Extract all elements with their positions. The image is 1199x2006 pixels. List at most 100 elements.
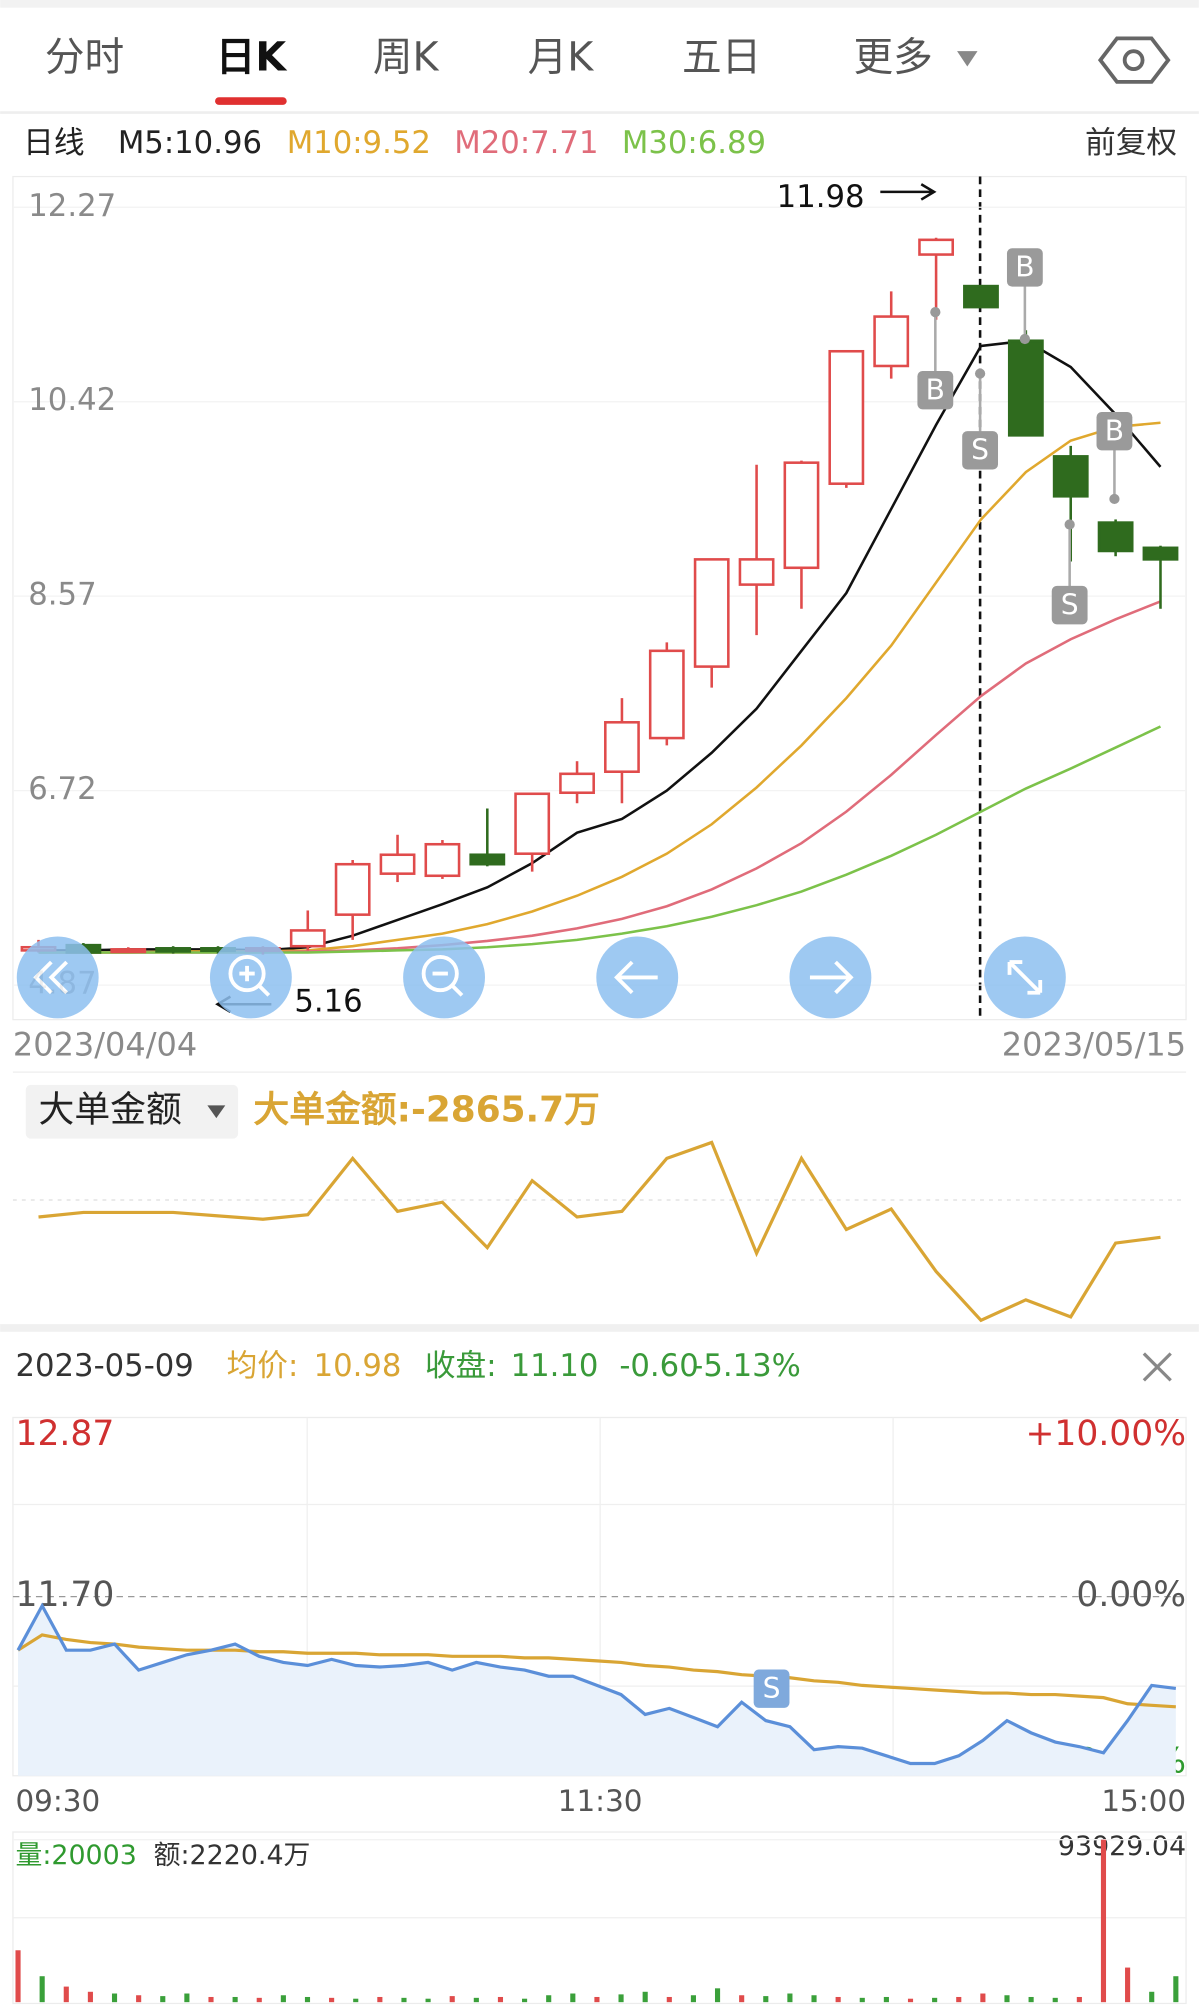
volume-bar — [425, 1998, 431, 2003]
tab[interactable]: 月K — [528, 35, 595, 81]
candle-body — [693, 558, 730, 668]
trade-dot — [1064, 519, 1075, 530]
close-icon[interactable] — [1142, 1352, 1172, 1382]
period-label: 日线 — [23, 126, 84, 161]
trade-dot — [930, 307, 941, 318]
tab[interactable]: 分时 — [45, 35, 124, 81]
volume-bar — [883, 1996, 889, 2003]
candle-body — [604, 721, 640, 773]
candle-body — [873, 315, 910, 368]
flow-line — [38, 1140, 1161, 1323]
candle-body — [1097, 521, 1134, 553]
volume-bar — [1076, 1996, 1082, 2003]
settings-icon[interactable] — [1097, 36, 1171, 84]
ma-legend: M20:7.71 — [454, 126, 598, 161]
avg-label: 均价: — [227, 1349, 299, 1384]
volume-bar — [449, 1996, 455, 2003]
volume-bar — [1125, 1967, 1131, 2003]
volume-bar — [280, 1995, 286, 2003]
volume-bar — [232, 1996, 238, 2003]
volume-bar — [329, 1997, 335, 2003]
candle-body — [963, 284, 999, 309]
trade-dot — [1109, 493, 1120, 505]
candle-body — [828, 349, 865, 485]
adjust-label: 前复权 — [1085, 126, 1177, 161]
volume-bar — [835, 1996, 841, 2003]
volume-bar — [1100, 1839, 1107, 2003]
tab[interactable]: 周K — [373, 35, 440, 81]
volume-max: 93929.04 — [1058, 1831, 1186, 1862]
volume-label: 量:20003 — [15, 1840, 136, 1871]
volume-bar — [980, 1993, 986, 2003]
volume-bar — [522, 1998, 528, 2003]
control-button[interactable] — [789, 936, 872, 1019]
candle-body — [783, 461, 820, 570]
trade-label: B — [1105, 414, 1124, 447]
trade-dot — [974, 368, 986, 379]
change-value: -0.60 — [619, 1349, 698, 1384]
volume-bar — [907, 1998, 914, 2003]
y-tick-label: 12.87 — [15, 1414, 114, 1454]
y-tick-label: 8.57 — [28, 578, 96, 613]
avg-value: 10.98 — [314, 1349, 402, 1384]
start-date: 2023/04/04 — [13, 1025, 197, 1063]
volume-bar — [63, 1986, 69, 2003]
volume-bar — [256, 1997, 262, 2003]
volume-bar — [1052, 1997, 1058, 2003]
volume-bar — [497, 1996, 504, 2003]
selector-arrow[interactable] — [207, 1105, 226, 1119]
flow-selector[interactable]: 大单金额 — [39, 1090, 182, 1131]
trade-badge — [962, 431, 999, 470]
tab-indicator — [215, 97, 287, 105]
candle-body — [648, 649, 685, 740]
control-button[interactable] — [596, 936, 679, 1019]
trade-label: S — [1061, 588, 1079, 621]
volume-bar — [39, 1976, 45, 2003]
volume-bar — [811, 1995, 817, 2003]
tab[interactable]: 五日 — [682, 35, 761, 81]
trade-badge — [917, 371, 954, 410]
close-label: 收盘: — [425, 1349, 497, 1384]
trade-dot — [1019, 333, 1030, 345]
control-button[interactable] — [209, 936, 292, 1019]
control-button[interactable] — [983, 936, 1066, 1019]
close-value: 11.10 — [511, 1349, 599, 1384]
volume-bar — [1149, 1991, 1155, 2003]
volume-bar — [642, 1991, 648, 2003]
volume-bar — [546, 1995, 552, 2003]
low-label: 5.16 — [294, 985, 362, 1020]
volume-bar — [1028, 1996, 1034, 2003]
flow-label: 大单金额:-2865.7万 — [253, 1089, 599, 1131]
volume-bar — [666, 1996, 672, 2003]
volume-bar — [87, 1991, 93, 2003]
volume-bar — [739, 1995, 745, 2003]
price-line — [16, 1602, 1177, 1766]
selector-box[interactable] — [25, 1084, 239, 1139]
tab[interactable]: 更多 — [853, 35, 932, 81]
volume-bar — [304, 1996, 311, 2003]
control-button[interactable] — [16, 936, 99, 1019]
candle-body — [334, 862, 371, 916]
volume-bar — [377, 1996, 383, 2003]
trade-label: S — [763, 1672, 781, 1705]
end-date: 2023/05/15 — [1002, 1025, 1186, 1063]
trade-badge — [1006, 248, 1043, 287]
x-tick-label: 15:00 — [1101, 1784, 1186, 1818]
volume-bar — [160, 1996, 166, 2003]
candle-body — [559, 772, 595, 795]
candle-body — [155, 947, 192, 953]
tab[interactable]: 日K — [216, 35, 288, 81]
volume-bar — [208, 1996, 214, 2003]
volume-bar — [714, 1988, 721, 2003]
control-button[interactable] — [403, 936, 485, 1019]
trade-label: S — [971, 434, 989, 467]
pct-tick-label: 0.00% — [1076, 1575, 1186, 1615]
more-arrow[interactable] — [957, 51, 978, 67]
candle-body — [289, 929, 326, 948]
trade-badge — [1096, 411, 1133, 451]
volume-bar — [570, 1993, 576, 2003]
candle-body — [469, 853, 506, 866]
